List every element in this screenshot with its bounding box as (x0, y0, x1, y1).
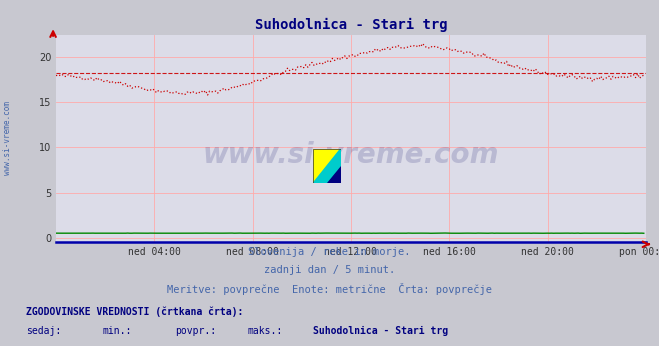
Polygon shape (313, 149, 341, 183)
Text: www.si-vreme.com: www.si-vreme.com (203, 141, 499, 169)
Text: min.:: min.: (102, 326, 132, 336)
Text: ZGODOVINSKE VREDNOSTI (črtkana črta):: ZGODOVINSKE VREDNOSTI (črtkana črta): (26, 306, 244, 317)
Text: zadnji dan / 5 minut.: zadnji dan / 5 minut. (264, 265, 395, 275)
Text: www.si-vreme.com: www.si-vreme.com (3, 101, 13, 175)
Text: Slovenija / reke in morje.: Slovenija / reke in morje. (248, 247, 411, 257)
Text: sedaj:: sedaj: (26, 326, 61, 336)
Text: maks.:: maks.: (247, 326, 282, 336)
Polygon shape (327, 166, 341, 183)
Polygon shape (313, 149, 341, 183)
Text: povpr.:: povpr.: (175, 326, 215, 336)
Text: Suhodolnica - Stari trg: Suhodolnica - Stari trg (313, 326, 448, 336)
Text: Meritve: povprečne  Enote: metrične  Črta: povprečje: Meritve: povprečne Enote: metrične Črta:… (167, 283, 492, 295)
Title: Suhodolnica - Stari trg: Suhodolnica - Stari trg (254, 18, 447, 32)
